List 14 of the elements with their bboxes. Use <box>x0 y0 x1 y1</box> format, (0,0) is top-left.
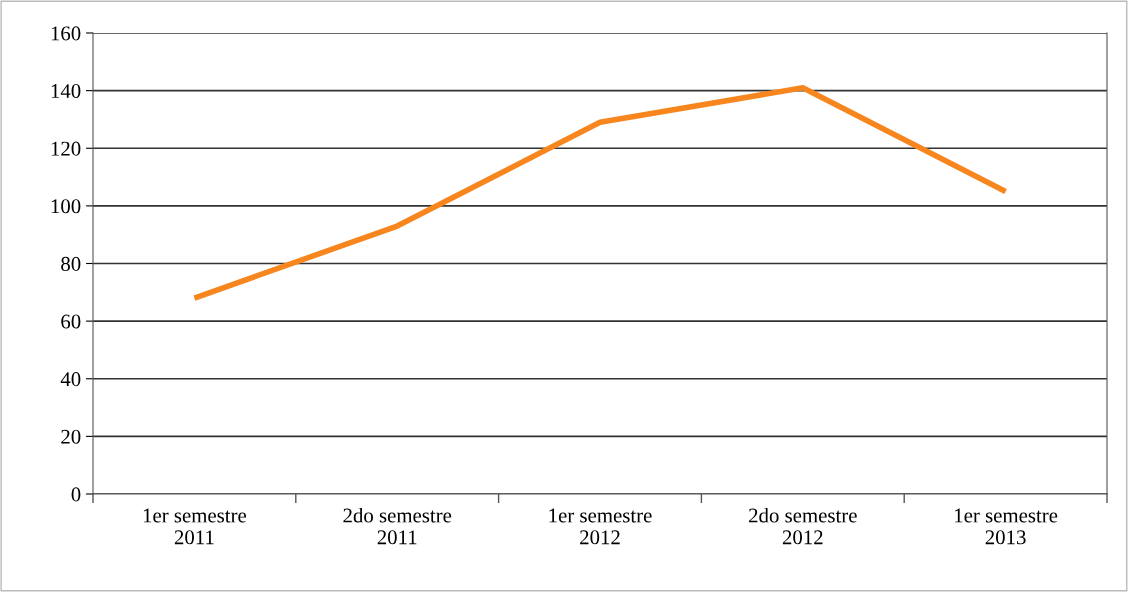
x-tick-label: 2do semestre 2011 <box>343 507 452 545</box>
x-tick-label: 1er semestre 2012 <box>549 508 652 545</box>
y-tick-label: 160 <box>51 26 81 41</box>
y-tick-label: 140 <box>51 84 81 99</box>
y-tick-label: 60 <box>61 314 81 329</box>
x-tick-label: 1er semestre 2011 <box>143 508 247 545</box>
y-tick-label: 80 <box>61 256 81 271</box>
y-tick-label: 20 <box>61 429 81 444</box>
x-tick-label: 2do semestre 2012 <box>749 507 857 545</box>
y-tick-label: 100 <box>51 199 81 214</box>
y-tick-label: 40 <box>60 372 81 387</box>
y-tick-label: 120 <box>51 141 81 156</box>
x-tick-label: 1er semestre 2013 <box>955 508 1058 545</box>
y-tick-label: 0 <box>71 487 81 502</box>
